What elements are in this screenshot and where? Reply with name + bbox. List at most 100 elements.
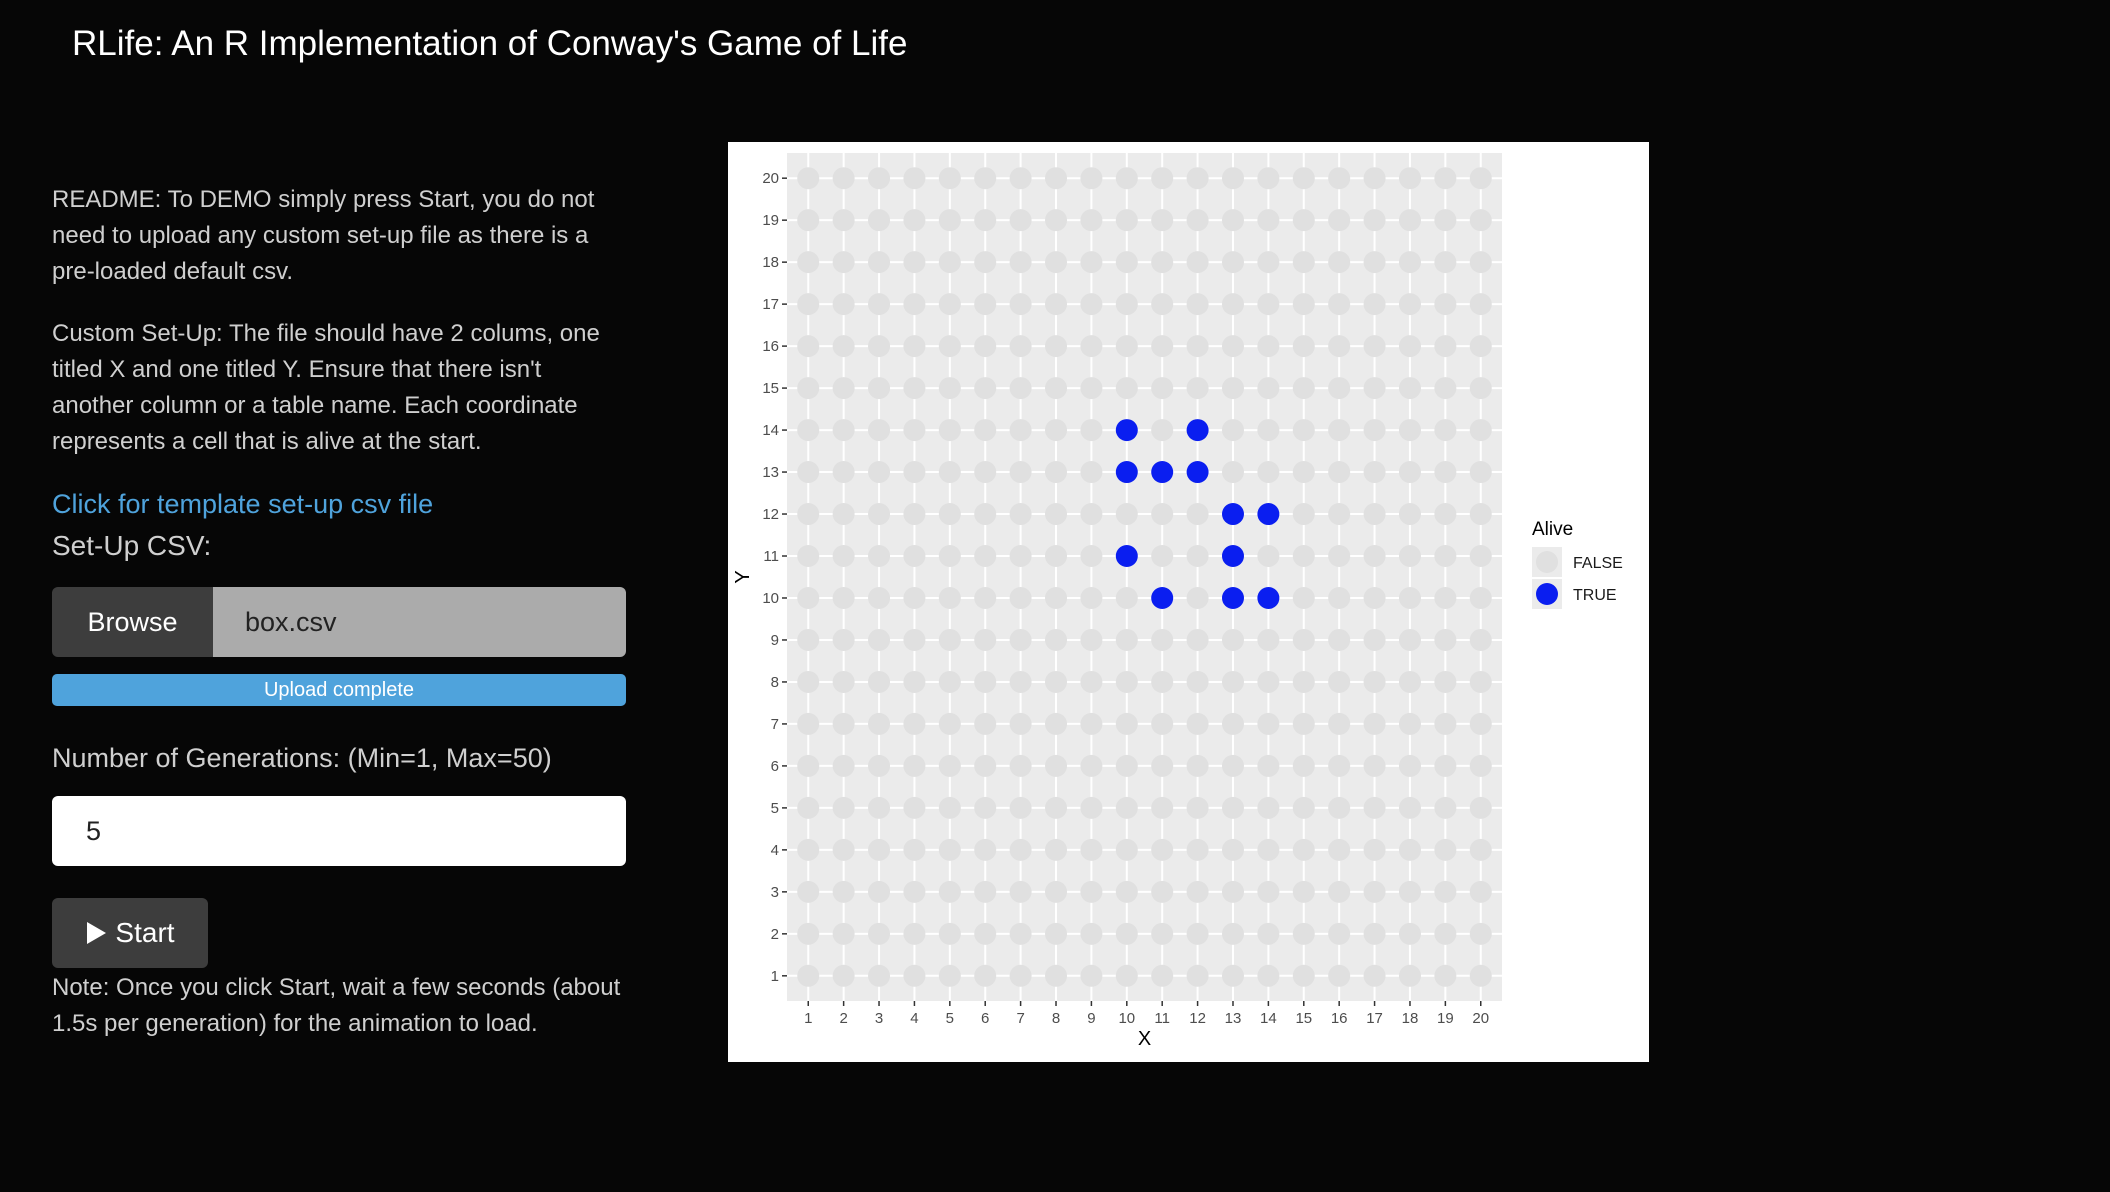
dead-cell-point <box>974 209 997 232</box>
dead-cell-point <box>797 922 820 945</box>
dead-cell-point <box>1045 167 1068 190</box>
dead-cell-point <box>1115 628 1138 651</box>
template-csv-link[interactable]: Click for template set-up csv file <box>52 489 434 519</box>
generation-note: Note: Once you click Start, wait a few s… <box>52 974 621 1037</box>
dead-cell-point <box>938 712 961 735</box>
dead-cell-point <box>1257 922 1280 945</box>
y-tick-label: 14 <box>762 422 779 439</box>
dead-cell-point <box>1434 419 1457 442</box>
dead-cell-point <box>974 754 997 777</box>
dead-cell-point <box>1434 335 1457 358</box>
legend-label: TRUE <box>1573 587 1617 604</box>
dead-cell-point <box>1398 670 1421 693</box>
dead-cell-point <box>1221 167 1244 190</box>
dead-cell-point <box>1045 419 1068 442</box>
dead-cell-point <box>1080 503 1103 526</box>
dead-cell-point <box>797 251 820 274</box>
plot-panel <box>787 153 1502 1001</box>
dead-cell-point <box>938 628 961 651</box>
dead-cell-point <box>1292 461 1315 484</box>
dead-cell-point <box>1151 335 1174 358</box>
browse-button[interactable]: Browse <box>52 587 213 657</box>
dead-cell-point <box>1009 628 1032 651</box>
dead-cell-point <box>1469 419 1492 442</box>
dead-cell-point <box>797 167 820 190</box>
dead-cell-point <box>1469 838 1492 861</box>
dead-cell-point <box>1045 838 1068 861</box>
play-icon <box>87 922 107 944</box>
dead-cell-point <box>1115 964 1138 987</box>
dead-cell-point <box>903 461 926 484</box>
dead-cell-point <box>1045 377 1068 400</box>
dead-cell-point <box>832 922 855 945</box>
x-tick-label: 6 <box>981 1010 989 1027</box>
dead-cell-point <box>797 754 820 777</box>
dead-cell-point <box>1398 251 1421 274</box>
generations-input[interactable] <box>52 796 626 866</box>
dead-cell-point <box>832 796 855 819</box>
dead-cell-point <box>1469 922 1492 945</box>
dead-cell-point <box>868 209 891 232</box>
dead-cell-point <box>974 712 997 735</box>
dead-cell-point <box>1115 167 1138 190</box>
dead-cell-point <box>1328 377 1351 400</box>
dead-cell-point <box>1045 545 1068 568</box>
dead-cell-point <box>1080 251 1103 274</box>
dead-cell-point <box>1221 335 1244 358</box>
x-axis-label: X <box>1138 1028 1151 1050</box>
dead-cell-point <box>1363 796 1386 819</box>
dead-cell-point <box>1469 377 1492 400</box>
x-tick-label: 4 <box>910 1010 918 1027</box>
dead-cell-point <box>1292 838 1315 861</box>
dead-cell-point <box>1045 293 1068 316</box>
dead-cell-point <box>1363 293 1386 316</box>
dead-cell-point <box>1151 545 1174 568</box>
dead-cell-point <box>1292 670 1315 693</box>
dead-cell-point <box>797 796 820 819</box>
alive-cell-point <box>1221 545 1244 568</box>
y-tick-label: 9 <box>771 632 779 649</box>
dead-cell-point <box>1398 419 1421 442</box>
dead-cell-point <box>832 209 855 232</box>
dead-cell-point <box>974 335 997 358</box>
dead-cell-point <box>938 167 961 190</box>
dead-cell-point <box>938 251 961 274</box>
dead-cell-point <box>1080 838 1103 861</box>
upload-progress-bar: Upload complete <box>52 674 626 706</box>
dead-cell-point <box>1363 922 1386 945</box>
dead-cell-point <box>974 419 997 442</box>
dead-cell-point <box>903 712 926 735</box>
dead-cell-point <box>974 796 997 819</box>
dead-cell-point <box>797 586 820 609</box>
dead-cell-point <box>903 503 926 526</box>
dead-cell-point <box>1151 209 1174 232</box>
dead-cell-point <box>1363 251 1386 274</box>
dead-cell-point <box>1186 251 1209 274</box>
dead-cell-point <box>797 964 820 987</box>
dead-cell-point <box>1363 586 1386 609</box>
dead-cell-point <box>1328 167 1351 190</box>
dead-cell-point <box>1045 922 1068 945</box>
dead-cell-point <box>1115 377 1138 400</box>
dead-cell-point <box>1434 586 1457 609</box>
dead-cell-point <box>1398 586 1421 609</box>
dead-cell-point <box>1009 545 1032 568</box>
start-button[interactable]: Start <box>52 898 208 968</box>
page-title: RLife: An R Implementation of Conway's G… <box>72 24 908 63</box>
dead-cell-point <box>1221 628 1244 651</box>
dead-cell-point <box>1292 251 1315 274</box>
dead-cell-point <box>938 964 961 987</box>
dead-cell-point <box>1328 503 1351 526</box>
file-name-field[interactable]: box.csv <box>213 587 626 657</box>
dead-cell-point <box>868 167 891 190</box>
dead-cell-point <box>1434 964 1457 987</box>
dead-cell-point <box>1221 251 1244 274</box>
dead-cell-point <box>974 377 997 400</box>
dead-cell-point <box>868 335 891 358</box>
legend-key-point <box>1536 551 1558 573</box>
dead-cell-point <box>832 503 855 526</box>
dead-cell-point <box>1115 754 1138 777</box>
dead-cell-point <box>1080 796 1103 819</box>
dead-cell-point <box>903 880 926 903</box>
dead-cell-point <box>1434 838 1457 861</box>
